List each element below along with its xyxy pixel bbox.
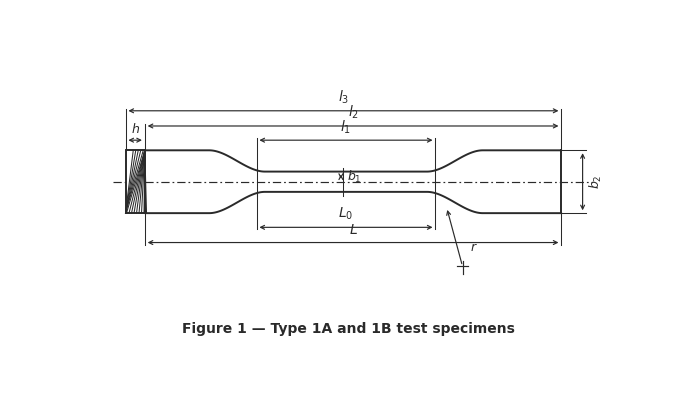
Text: $L_0$: $L_0$ — [339, 205, 354, 222]
Text: $L$: $L$ — [349, 223, 358, 237]
Text: $h$: $h$ — [131, 122, 139, 136]
Bar — [126, 150, 145, 213]
Text: $b_2$: $b_2$ — [588, 174, 604, 189]
Text: $r$: $r$ — [470, 241, 478, 254]
Text: $l_2$: $l_2$ — [347, 104, 358, 122]
Text: $l_1$: $l_1$ — [341, 118, 352, 136]
Text: $l_3$: $l_3$ — [338, 89, 349, 106]
Text: Figure 1 — Type 1A and 1B test specimens: Figure 1 — Type 1A and 1B test specimens — [182, 322, 515, 336]
Text: $b_1$: $b_1$ — [347, 169, 362, 185]
